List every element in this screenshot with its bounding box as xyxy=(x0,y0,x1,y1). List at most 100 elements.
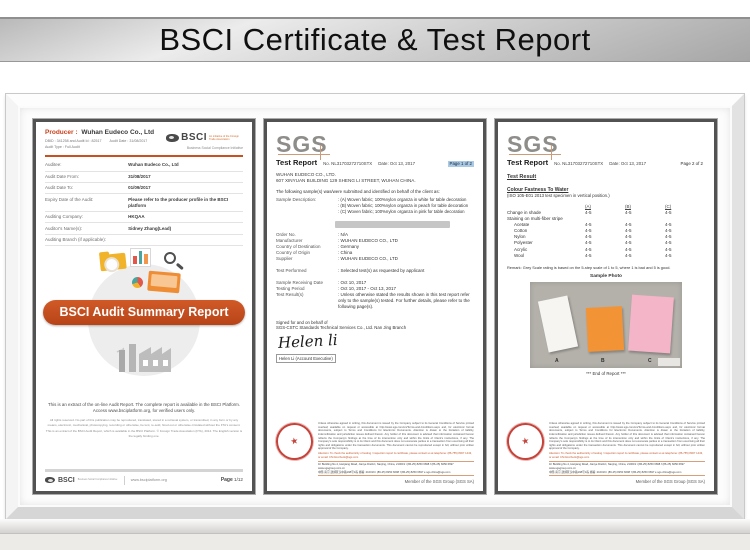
row-label: Nylon xyxy=(514,234,526,240)
cell-value: 4-5 xyxy=(665,228,672,234)
swatch-label-a: A xyxy=(555,357,559,364)
cell-value: 4-5 xyxy=(625,246,632,252)
info-label: Test Performed xyxy=(276,268,307,274)
factory-icon xyxy=(116,344,171,373)
signature-block: Signed for and on behalf of SGS-CSTC Sta… xyxy=(276,320,474,364)
stamp-star-icon: ★ xyxy=(520,435,531,448)
cell-value: 4-5 xyxy=(665,234,672,240)
audit-info-table: Auditee: Wuhan Eudeco Co., Ltd Audit Date… xyxy=(45,160,243,247)
order-info-table: Order No. N/A Manufacturer WUHAN EUDECO CO… xyxy=(276,232,474,311)
sample-item: (C) Woven fabric; 100%nylon organza in p… xyxy=(338,209,468,215)
row-label: Polyester xyxy=(514,240,533,246)
page-number-value: 1/12 xyxy=(234,476,243,482)
sgs-logo-text: SGS xyxy=(276,131,328,157)
cell-value: 4-5 xyxy=(625,210,632,216)
footer-attention-line: Attention: To check the authenticity of … xyxy=(549,452,703,459)
row-label: Audit Date From: xyxy=(45,173,80,179)
bsci-footer-logo-text: BSCI xyxy=(58,476,75,484)
info-value: Oct 10, 2017 - Oct 13, 2017 xyxy=(338,286,474,292)
info-label: Supplier xyxy=(276,256,293,262)
sgs-member-note: Member of the SGS Group (SGS SA) xyxy=(404,479,474,485)
sgs-logo-crosshair-v xyxy=(320,145,321,160)
table-row: Nylon 4-5 4-5 4-5 xyxy=(507,234,705,240)
cell-value: 4-5 xyxy=(665,210,672,216)
bsci-logo-icon xyxy=(166,133,180,142)
page-indicator: Page 2 of 2 xyxy=(680,161,703,166)
sgs-test-report-page2: SGS Test Report No. NL31703272710STX Dat… xyxy=(495,119,717,494)
info-value: Unless otherwise stated the results show… xyxy=(338,292,474,310)
info-label: Order No. xyxy=(276,231,296,237)
sgs-logo-text: SGS xyxy=(507,131,559,157)
magnifier-icon xyxy=(163,252,176,265)
table-row: Acrylic 4-5 4-5 4-5 xyxy=(507,247,705,253)
page-number-label: Page xyxy=(220,476,233,483)
row-label: Auditing Branch (if applicable): xyxy=(45,236,107,242)
extract-text-line2: Access www.bsciplatform.org, for verifie… xyxy=(92,408,196,414)
bsci-audit-summary-banner: BSCI Audit Summary Report xyxy=(43,300,245,326)
bsci-logo: BSCI An initiative of the Foreign Trade … xyxy=(166,129,243,150)
folder-icon xyxy=(99,252,128,272)
row-label: Cotton xyxy=(514,228,528,234)
signer-title: Helen Li (Account Executive) xyxy=(276,354,336,364)
cell-value: 4-5 xyxy=(585,246,592,252)
row-value: Sidney Zhang(Lead) xyxy=(128,225,172,231)
bsci-header: Producer : Wuhan Eudeco Co., Ltd DBID : … xyxy=(45,129,243,150)
sgs-test-report-page1: SGS Test Report No. NL31703272710STX Dat… xyxy=(264,119,486,494)
info-label: Country of Origin xyxy=(276,250,311,256)
bar-chart-icon xyxy=(130,248,152,268)
fine-print-line2: This is an extract of the BSCI Audit Rep… xyxy=(45,429,243,438)
test-result-heading: Test Result xyxy=(507,174,537,181)
table-row: Change in shade 4-5 4-5 4-5 xyxy=(507,210,705,216)
audit-illustration: BSCI Audit Summary Report xyxy=(43,248,245,400)
row-value xyxy=(128,237,243,243)
contact-line: 1F Building No.4, Hanjiang Road, Jianye … xyxy=(318,463,454,471)
cell-value: 4-5 xyxy=(585,234,592,240)
report-number: No. NL31703272710STX xyxy=(554,161,604,166)
sgs-logo-crosshair-v xyxy=(551,145,552,160)
fabric-swatch-white xyxy=(537,295,579,353)
row-label: Auditing Company: xyxy=(45,214,84,220)
info-row: Country of Origin China xyxy=(276,250,474,256)
pie-chart-icon xyxy=(132,277,144,289)
report-header: Test Report No. NL31703272710STX Date: O… xyxy=(507,158,705,168)
cell-value: 4-5 xyxy=(625,234,632,240)
report-title: Test Report xyxy=(507,158,549,167)
fine-print-line1: All rights reserved. No part of this pub… xyxy=(47,418,241,427)
cell-value: 4-5 xyxy=(625,240,632,246)
audit-type-line: Audit Type : Full Audit xyxy=(45,144,80,149)
info-value: Selected test(s) as requested by applica… xyxy=(338,268,474,274)
bsci-logo-text: BSCI xyxy=(181,132,207,143)
tablet-icon xyxy=(147,270,181,294)
sample-item: (A) Woven fabric; 100%nylon organza in w… xyxy=(338,197,468,203)
extract-text: This is an extract of the on-line Audit … xyxy=(45,402,243,414)
sample-photo-label: Sample Photo xyxy=(590,273,622,279)
sgs-footer: ★ Unless otherwise agreed in writing, th… xyxy=(503,419,705,485)
bsci-footer: BSCI Business Social Compliance Initiati… xyxy=(45,468,243,485)
swatch-label-c: C xyxy=(648,357,652,364)
report-date: Date: Oct 13, 2017 xyxy=(378,161,416,166)
title-banner: BSCI Certificate & Test Report xyxy=(0,17,750,62)
table-row: Polyester 4-5 4-5 4-5 xyxy=(507,240,705,246)
info-value: China xyxy=(338,250,474,256)
bsci-footer-logo-tagline: Business Social Compliance Initiative xyxy=(77,477,118,481)
client-block: WUHAN EUDECO CO., LTD. 607 XINYUAN BUILD… xyxy=(276,172,474,184)
table-row: Audit Date From: 31/08/2017 xyxy=(45,172,243,183)
table-row: Audit Date To: 01/09/2017 xyxy=(45,183,243,195)
row-label: Auditor's Name(s): xyxy=(45,225,83,231)
row-label: Staining on multi-fiber stripe xyxy=(507,216,563,222)
page-indicator: Page 1 of 2 xyxy=(447,160,474,168)
producer-label: Producer : xyxy=(45,129,78,136)
bsci-audit-report-page: Producer : Wuhan Eudeco Co., Ltd DBID : … xyxy=(33,119,255,494)
page-number: Page 1/12 xyxy=(221,477,243,484)
info-row: Manufacturer WUHAN EUDECO CO., LTD xyxy=(276,238,474,244)
table-row: Cotton 4-5 4-5 4-5 xyxy=(507,228,705,234)
table-row: Expiry Date of the Audit: Please refer to… xyxy=(45,194,243,212)
footer-contact: 1F Building No.4, Hanjiang Road, Jianye … xyxy=(549,461,705,477)
contact-line: 1F Building No.4, Hanjiang Road, Jianye … xyxy=(549,463,685,471)
photo-corner-tag xyxy=(658,358,680,367)
row-label: Acetate xyxy=(514,222,530,228)
contact-line: 中国·南京·建邺区汉中路198号1栋 邮编: 210019 t (86-25) … xyxy=(549,470,682,474)
cell-value: 4-5 xyxy=(665,252,672,258)
red-stamp-icon: ★ xyxy=(272,419,317,464)
